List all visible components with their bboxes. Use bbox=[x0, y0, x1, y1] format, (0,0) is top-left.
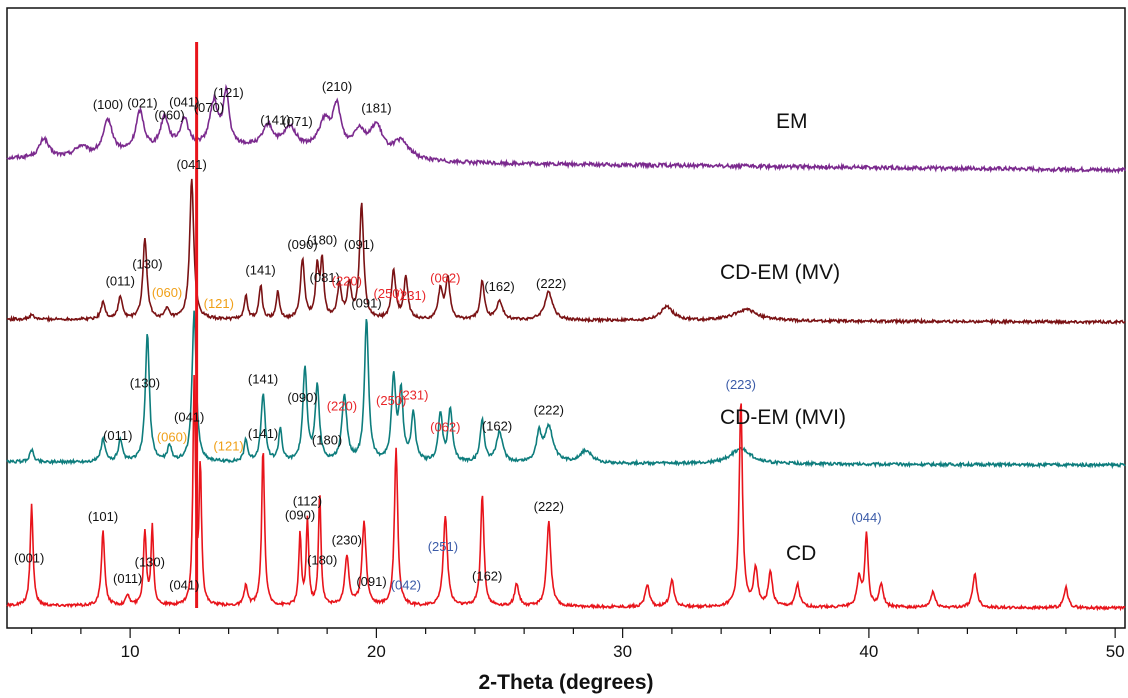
peak-label: (112) bbox=[293, 494, 322, 509]
peak-label: (060) bbox=[152, 285, 182, 300]
plot-frame bbox=[6, 7, 1126, 629]
peak-label: (021) bbox=[127, 96, 157, 111]
peak-label: (141) bbox=[248, 426, 278, 441]
x-tick-label: 50 bbox=[1106, 642, 1125, 661]
series-name-label: CD bbox=[786, 542, 816, 565]
peak-label: (041) bbox=[169, 577, 199, 592]
peak-label: (130) bbox=[135, 554, 165, 569]
peak-label: (222) bbox=[536, 276, 566, 291]
peak-label: (223) bbox=[726, 377, 756, 392]
peak-label: (121) bbox=[204, 296, 234, 311]
series-name-label: CD-EM (MV) bbox=[720, 261, 840, 284]
peak-label: (231) bbox=[396, 288, 426, 303]
peak-label: (091) bbox=[344, 237, 374, 252]
series-line-1 bbox=[6, 178, 1126, 326]
peak-label: (230) bbox=[332, 532, 362, 547]
peak-label: (001) bbox=[14, 550, 44, 565]
peak-label: (162) bbox=[482, 418, 512, 433]
peak-label: (222) bbox=[534, 402, 564, 417]
peak-label: (181) bbox=[361, 101, 391, 116]
peak-label: (180) bbox=[307, 232, 337, 247]
series-line-2 bbox=[6, 310, 1126, 470]
x-axis-title: 2-Theta (degrees) bbox=[478, 671, 653, 694]
series-names-group: EM CD-EM (MV) CD-EM (MVI) CD bbox=[720, 110, 846, 565]
peak-label: (090) bbox=[287, 237, 317, 252]
peak-label: (250) bbox=[374, 286, 404, 301]
peak-label: (060) bbox=[154, 107, 184, 122]
peak-label: (081) bbox=[310, 270, 340, 285]
peak-label: (251) bbox=[428, 539, 458, 554]
peak-label: (062) bbox=[430, 270, 460, 285]
peak-label: (250) bbox=[376, 393, 406, 408]
series-name-label: CD-EM (MVI) bbox=[720, 406, 846, 429]
peak-label: (100) bbox=[93, 97, 123, 112]
peak-label: (121) bbox=[213, 85, 243, 100]
peak-label: (141) bbox=[248, 371, 278, 386]
peak-label: (162) bbox=[484, 279, 514, 294]
peak-label: (011) bbox=[113, 571, 142, 586]
peak-label: (180) bbox=[312, 432, 342, 447]
peak-label: (231) bbox=[398, 388, 428, 403]
peak-label: (041) bbox=[177, 157, 207, 172]
peak-label: (090) bbox=[287, 390, 317, 405]
peak-label: (162) bbox=[472, 568, 502, 583]
peak-label: (060) bbox=[157, 430, 187, 445]
peak-label: (091) bbox=[356, 574, 386, 589]
peak-label: (220) bbox=[327, 399, 357, 414]
x-axis: 10 20 30 40 50 bbox=[31, 628, 1125, 661]
peak-label: (130) bbox=[130, 376, 160, 391]
peak-label: (070) bbox=[194, 100, 224, 115]
peak-label: (071) bbox=[282, 114, 312, 129]
series-name-label: EM bbox=[776, 110, 808, 133]
peak-label: (041) bbox=[169, 95, 199, 110]
peak-label: (062) bbox=[430, 420, 460, 435]
x-tick-label: 20 bbox=[367, 642, 386, 661]
x-tick-label: 30 bbox=[613, 642, 632, 661]
peak-label: (041) bbox=[174, 410, 204, 425]
peak-label: (011) bbox=[103, 428, 132, 443]
peak-label: (180) bbox=[307, 552, 337, 567]
peak-label: (222) bbox=[534, 499, 564, 514]
peak-label: (220) bbox=[332, 274, 362, 289]
peak-label: (011) bbox=[106, 274, 135, 289]
peak-label: (141) bbox=[260, 112, 290, 127]
x-tick-label: 40 bbox=[859, 642, 878, 661]
peak-label: (101) bbox=[88, 509, 118, 524]
peak-label: (044) bbox=[851, 510, 881, 525]
series-line-0 bbox=[6, 83, 1126, 175]
peak-label: (141) bbox=[245, 263, 275, 278]
peak-label: (042) bbox=[391, 578, 421, 593]
peak-label: (210) bbox=[322, 79, 352, 94]
peak-label: (130) bbox=[132, 257, 162, 272]
peak-labels-group: (100) (021)(060)(041)(070)(121)(141)(071)… bbox=[14, 79, 882, 593]
series-line-3 bbox=[6, 374, 1126, 612]
peak-label: (091) bbox=[351, 296, 381, 311]
x-tick-label: 10 bbox=[121, 642, 140, 661]
peak-label: (090) bbox=[285, 508, 315, 523]
traces-group bbox=[6, 42, 1126, 612]
peak-label: (121) bbox=[213, 439, 243, 454]
